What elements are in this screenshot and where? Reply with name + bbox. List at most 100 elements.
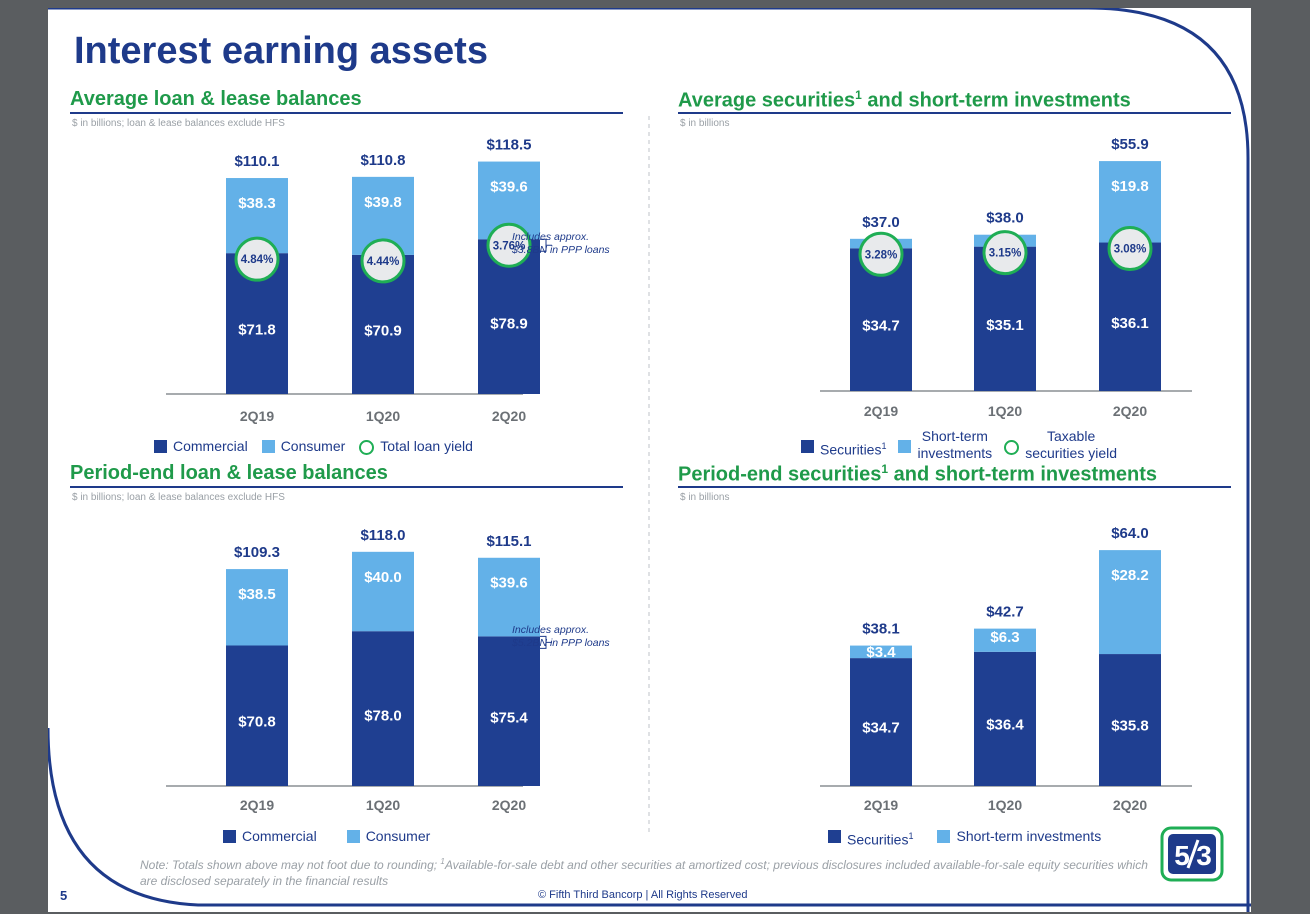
- bar-total-label: $38.1: [862, 621, 900, 638]
- copyright: © Fifth Third Bancorp | All Rights Reser…: [538, 889, 748, 901]
- chart-title-rule: [70, 112, 623, 114]
- page-title: Interest earning assets: [74, 30, 488, 72]
- bar-2q19-consumer: [226, 569, 288, 646]
- chart-title-rule: [678, 112, 1231, 114]
- legend-swatch-short-term: [937, 830, 951, 843]
- chart-plot: $70.8 $38.5 $109.3 2Q19 $78.0 $40.0 $118.0 1Q20…: [166, 527, 552, 813]
- bar-value-label: $28.2: [1111, 567, 1149, 584]
- bar-value-label: $6.3: [990, 629, 1019, 646]
- chart-plot: $71.8 $38.3 $110.1 2Q19 4.84% $70.9 $39.8 $110.…: [166, 137, 552, 424]
- bar-value-label: $39.6: [490, 179, 528, 196]
- bar-value-label: $70.8: [238, 714, 276, 731]
- legend-item-short-term: Short-term investments: [937, 828, 1101, 845]
- x-tick-label: 2Q20: [1113, 797, 1147, 813]
- bar-value-label: $35.8: [1111, 718, 1149, 735]
- legend-item-short-term: Short-term investments: [898, 428, 992, 462]
- chart-title: Period-end securities1 and short-term in…: [678, 462, 1158, 486]
- bar-total-label: $110.1: [234, 153, 279, 170]
- yield-value-label: 3.76%: [493, 240, 526, 252]
- chart-period-end-securities: Period-end securities1 and short-term in…: [678, 462, 1233, 848]
- ppp-bracket: [540, 635, 552, 649]
- yield-value-label: 3.15%: [989, 248, 1022, 260]
- yield-value-label: 3.28%: [865, 249, 898, 261]
- x-tick-label: 1Q20: [988, 403, 1022, 419]
- bar-2q20-short-term-investments: [1099, 550, 1161, 655]
- bar-total-label: $118.0: [360, 527, 405, 544]
- legend-swatch-securities: [801, 440, 814, 453]
- chart-title: Average loan & lease balances: [70, 88, 362, 110]
- bar-value-label: $34.7: [862, 719, 900, 736]
- page-number: 5: [60, 888, 68, 903]
- bar-2q20-securities: [1099, 654, 1161, 786]
- chart-legend: Securities1 Short-term investments Taxabl…: [801, 428, 1117, 462]
- legend-swatch-consumer: [261, 440, 275, 453]
- bar-total-label: $115.1: [486, 533, 531, 550]
- chart-units-note: $ in billions; loan & lease balances exc…: [72, 118, 285, 129]
- bar-1q20-short-term-investments: [974, 628, 1036, 652]
- bar-total-label: $42.7: [986, 604, 1024, 621]
- bar-2q19-short-term-investments: [850, 645, 912, 659]
- x-tick-label: 2Q20: [1113, 403, 1147, 419]
- bar-value-label: $39.6: [490, 575, 528, 592]
- chart-plot: $34.7$2.3$37.02Q193.28%$35.1$2.9$38.01Q2…: [820, 136, 1192, 419]
- bar-total-label: $37.0: [862, 214, 900, 231]
- chart-units-note: $ in billions; loan & lease balances exc…: [72, 492, 285, 503]
- chart-title-rule: [70, 486, 623, 488]
- x-tick-label: 1Q20: [988, 797, 1022, 813]
- legend-item-taxable-yield: Taxable securities yield: [1004, 428, 1117, 462]
- legend-item-securities: Securities1: [801, 438, 886, 459]
- svg-text:5: 5: [1174, 840, 1190, 871]
- yield-marker: [360, 238, 406, 284]
- ppp-bracket: [540, 238, 552, 252]
- chart-plot: $34.7 $3.4 $38.1 2Q19 $36.4 $6.3 $42.7 1Q20 $35.…: [820, 525, 1192, 813]
- x-tick-label: 2Q19: [240, 797, 274, 813]
- bar-total-label: $38.0: [986, 210, 1024, 227]
- legend-item-consumer: Consumer: [346, 828, 430, 845]
- bar-value-label: $70.9: [364, 322, 402, 339]
- bar-value-label: $19.8: [1111, 178, 1149, 195]
- chart-title-rule: [678, 486, 1231, 488]
- bar-value-label: $35.1: [986, 317, 1024, 334]
- yield-value-label: 3.08%: [1114, 244, 1147, 256]
- x-tick-label: 2Q19: [864, 403, 898, 419]
- bar-1q20-consumer: [352, 551, 414, 632]
- bar-total-label: $109.3: [234, 544, 280, 561]
- legend-marker-yield: [359, 440, 375, 455]
- x-tick-label: 2Q20: [492, 797, 526, 813]
- fifth-third-logo: 5 3: [1160, 826, 1224, 882]
- x-tick-label: 2Q20: [492, 408, 526, 424]
- legend-swatch-commercial: [154, 440, 167, 453]
- bar-total-label: $55.9: [1111, 136, 1149, 153]
- chart-legend: Commercial Consumer: [223, 828, 430, 845]
- x-tick-label: 2Q19: [240, 408, 274, 424]
- legend-item-total-loan-yield: Total loan yield: [359, 438, 473, 455]
- svg-text:3: 3: [1196, 840, 1212, 871]
- yield-marker: [486, 222, 532, 268]
- bar-2q19-commercial: [226, 645, 288, 786]
- bar-value-label: $75.4: [490, 710, 528, 727]
- chart-units-note: $ in billions: [680, 492, 730, 503]
- bar-1q20-commercial: [352, 631, 414, 786]
- legend-marker-yield: [1004, 440, 1020, 455]
- chart-title: Period-end loan & lease balances: [70, 462, 388, 484]
- bar-2q20-commercial: [478, 636, 540, 786]
- chart-units-note: $ in billions: [680, 118, 730, 129]
- legend-swatch-short-term: [898, 440, 912, 453]
- bar-total-label: $64.0: [1111, 525, 1149, 542]
- legend-swatch-consumer: [346, 830, 360, 843]
- footnote: Note: Totals shown above may not foot du…: [140, 857, 1148, 888]
- chart-legend: Commercial Consumer Total loan yield: [154, 438, 473, 455]
- bar-total-label: $110.8: [360, 152, 405, 169]
- x-tick-label: 1Q20: [366, 797, 400, 813]
- legend-item-commercial: Commercial: [223, 828, 317, 845]
- slide-frame: [48, 8, 1251, 912]
- yield-marker: [234, 236, 280, 282]
- yield-marker: [982, 230, 1028, 276]
- bar-value-label: $36.1: [1111, 315, 1149, 332]
- yield-value-label: 4.44%: [367, 256, 400, 268]
- bar-value-label: $36.4: [986, 717, 1024, 734]
- bar-value-label: $38.5: [238, 586, 276, 603]
- legend-swatch-commercial: [223, 830, 236, 843]
- chart-title: Average securities1 and short-term inves…: [678, 88, 1131, 112]
- yield-marker: [858, 231, 904, 277]
